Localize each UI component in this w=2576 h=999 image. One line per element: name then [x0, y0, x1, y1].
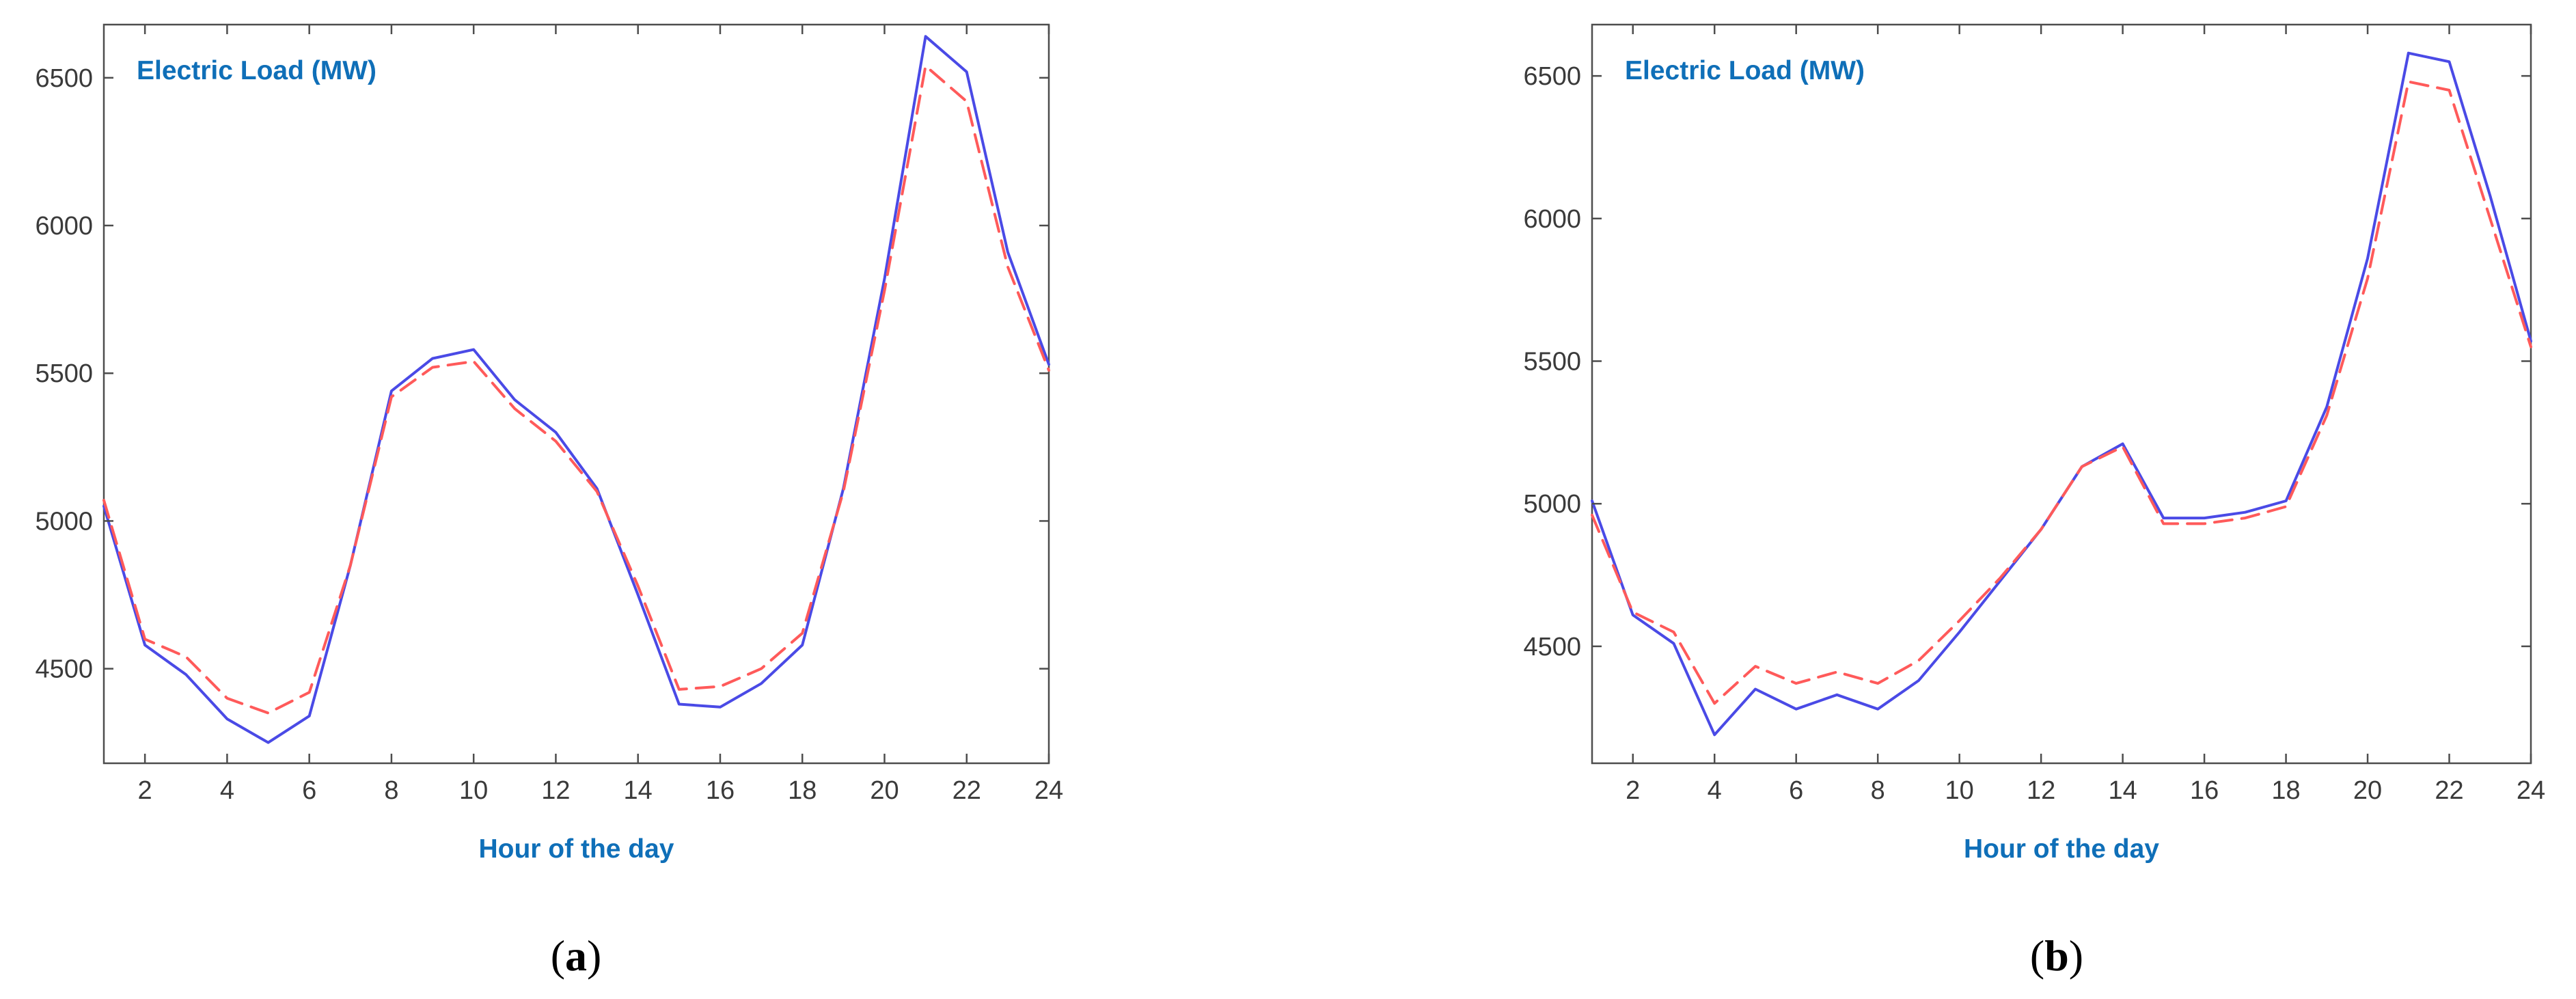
y-tick-label: 5500: [1523, 348, 1581, 377]
x-tick-label: 24: [1034, 776, 1063, 805]
plot-frame: [1591, 23, 2532, 765]
panel-label: (b): [2030, 931, 2083, 980]
x-tick-label: 14: [2108, 776, 2137, 805]
x-tick-label: 12: [541, 776, 570, 805]
x-tick-label: 6: [1789, 776, 1803, 805]
x-tick-label: 2: [1626, 776, 1640, 805]
chart-panel-b: 2 4 6 8 10 12 14 16 18 20 22 2445005000550060006500…: [1523, 23, 2545, 980]
panel-letter: a: [565, 931, 587, 980]
x-tick-label: 4: [1708, 776, 1722, 805]
x-tick-label: 22: [2435, 776, 2463, 805]
x-tick-label: 16: [706, 776, 735, 805]
y-tick-label: 4500: [35, 655, 93, 684]
x-tick-label: 20: [870, 776, 899, 805]
x-tick-label: 4: [220, 776, 234, 805]
y-axis-label: Electric Load (MW): [1625, 56, 1865, 85]
x-tick-label: 8: [1871, 776, 1885, 805]
x-axis-label: Hour of the day: [478, 834, 674, 864]
x-axis-label: Hour of the day: [1964, 834, 2159, 864]
y-axis-label: Electric Load (MW): [137, 56, 376, 85]
x-tick-label: 8: [384, 776, 398, 805]
x-tick-label: 6: [302, 776, 316, 805]
x-tick-label: 12: [2027, 776, 2055, 805]
x-tick-label: 18: [2271, 776, 2300, 805]
x-tick-label: 14: [624, 776, 653, 805]
y-tick-label: 6500: [1523, 62, 1581, 91]
x-tick-label: 2: [138, 776, 152, 805]
y-tick-label: 5000: [1523, 490, 1581, 519]
x-tick-label: 24: [2517, 776, 2545, 805]
y-tick-label: 5000: [35, 507, 93, 536]
x-tick-label: 18: [788, 776, 817, 805]
y-tick-label: 6000: [1523, 205, 1581, 234]
series-line-dashed: [102, 64, 1050, 715]
panel-label: (a): [551, 931, 602, 980]
x-tick-label: 20: [2353, 776, 2382, 805]
y-tick-label: 5500: [35, 359, 93, 388]
series-line-dashed: [1591, 80, 2532, 705]
series-line-solid: [102, 35, 1050, 744]
plot-frame: [102, 23, 1050, 765]
x-tick-label: 10: [1945, 776, 1974, 805]
chart-panel-a: 2 4 6 8 10 12 14 16 18 20 22 2445005000550060006500…: [35, 23, 1063, 980]
x-tick-label: 16: [2190, 776, 2219, 805]
series-line-solid: [1591, 51, 2532, 737]
y-tick-label: 4500: [1523, 633, 1581, 661]
x-tick-label: 22: [953, 776, 981, 805]
y-tick-label: 6000: [35, 212, 93, 241]
y-tick-label: 6500: [35, 64, 93, 93]
panel-letter: b: [2044, 931, 2069, 980]
x-tick-label: 10: [459, 776, 488, 805]
